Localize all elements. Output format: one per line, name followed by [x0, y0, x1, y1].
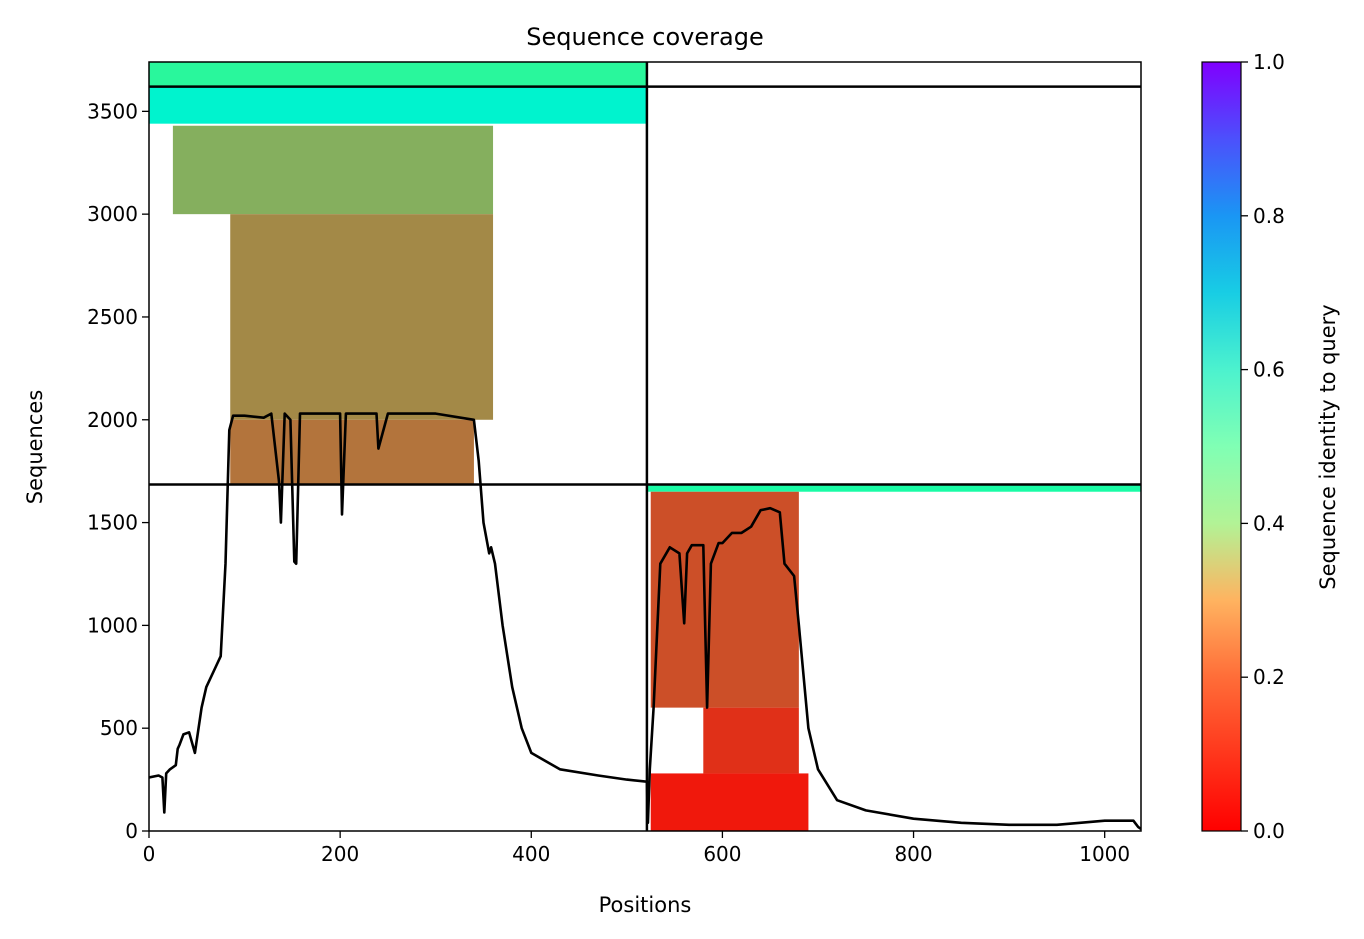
heatmap-block-3-top — [646, 484, 1141, 492]
heatmap-block-2-top — [172, 125, 494, 215]
x-axis: 0 200 400 600 800 1000 — [143, 831, 1130, 866]
heatmap-block-3-bottom — [650, 773, 809, 831]
block-boundaries — [149, 62, 1141, 831]
heatmap-block-2-low — [230, 419, 474, 485]
y-tick-label: 0 — [125, 819, 138, 843]
x-tick-label: 400 — [512, 842, 550, 866]
y-tick-label: 1000 — [87, 613, 138, 637]
heatmap-block-1 — [149, 62, 647, 87]
y-tick-label: 3000 — [87, 202, 138, 226]
colorbar-tick-label: 0.8 — [1253, 204, 1285, 228]
x-tick-label: 800 — [894, 842, 932, 866]
y-axis-label: Sequences — [23, 390, 47, 505]
heatmap-block-3-upper — [650, 491, 799, 708]
y-axis: 0 500 1000 1500 2000 2500 3000 3500 — [87, 99, 149, 843]
colorbar-tick-label: 0.6 — [1253, 358, 1285, 382]
coverage-curve-layer — [149, 412, 1141, 830]
x-tick-label: 600 — [703, 842, 741, 866]
heatmap-block-2-mid — [230, 214, 494, 420]
y-tick-label: 2500 — [87, 305, 138, 329]
y-tick-label: 500 — [100, 716, 138, 740]
colorbar-label: Sequence identity to query — [1316, 304, 1340, 589]
plot-frame — [148, 61, 1142, 832]
x-tick-label: 1000 — [1079, 842, 1130, 866]
heatmap-block-3-lower — [703, 707, 799, 774]
colorbar-axis: 0.0 0.2 0.4 0.6 0.8 1.0 — [1241, 50, 1285, 843]
colorbar-tick-label: 0.4 — [1253, 511, 1285, 535]
colorbar — [1201, 61, 1242, 832]
heatmap-block-1-high — [149, 86, 647, 124]
colorbar-tick-label: 1.0 — [1253, 50, 1285, 74]
x-tick-label: 0 — [143, 842, 156, 866]
y-tick-label: 2000 — [87, 408, 138, 432]
x-tick-label: 200 — [321, 842, 359, 866]
coverage-line — [149, 412, 1141, 830]
colorbar-tick-label: 0.0 — [1253, 819, 1285, 843]
x-axis-label: Positions — [599, 893, 692, 917]
coverage-heatmap — [149, 62, 1141, 831]
chart-title: Sequence coverage — [526, 23, 763, 51]
y-tick-label: 3500 — [87, 99, 138, 123]
colorbar-tick-label: 0.2 — [1253, 665, 1285, 689]
y-tick-label: 1500 — [87, 511, 138, 535]
